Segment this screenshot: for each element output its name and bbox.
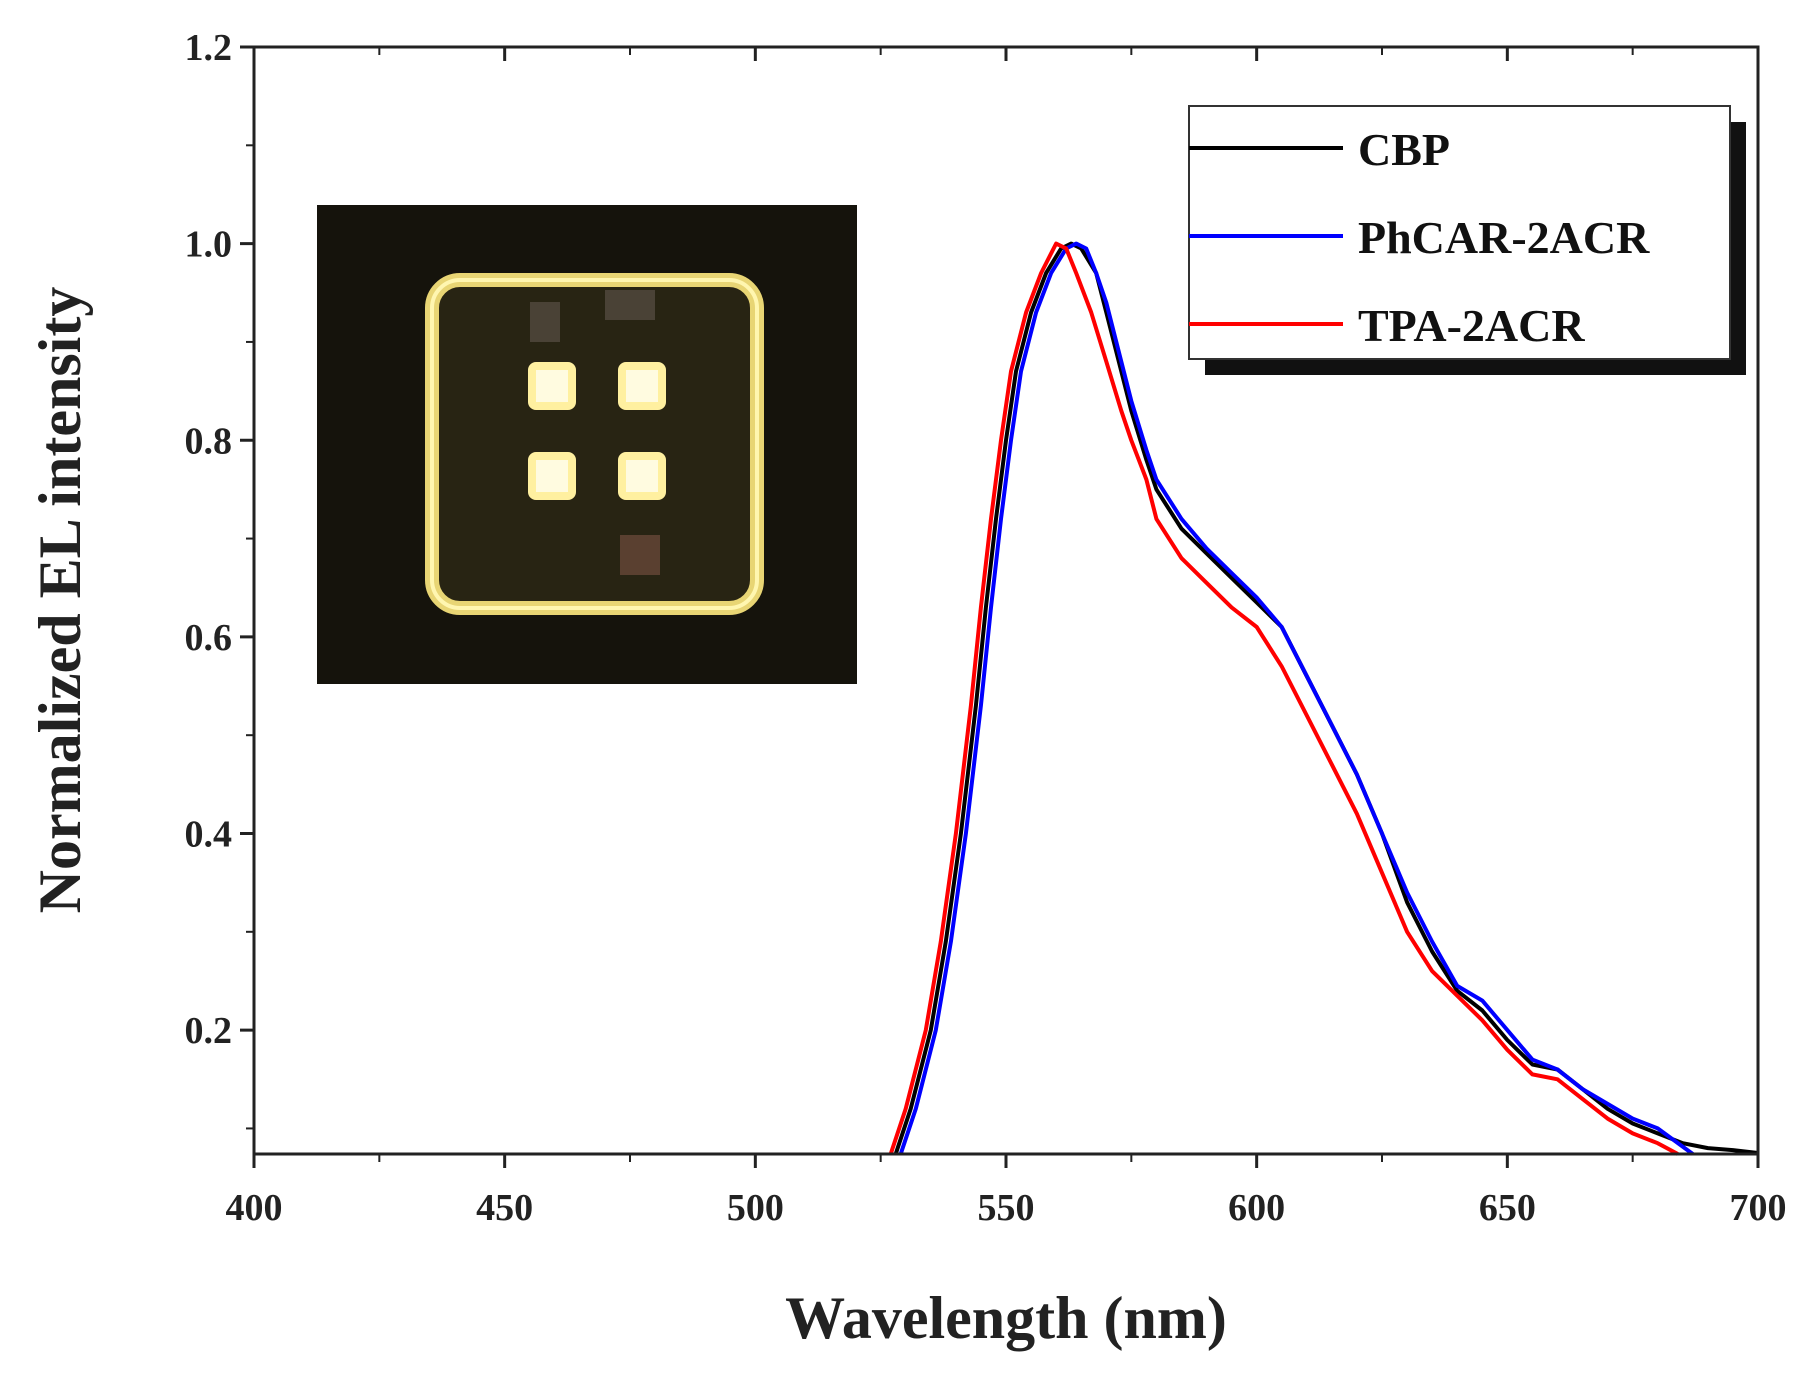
x-axis-title: Wavelength (nm) — [785, 1285, 1227, 1351]
x-tick-label: 400 — [226, 1187, 283, 1229]
x-tick-label: 500 — [727, 1187, 784, 1229]
x-tick-label: 650 — [1479, 1187, 1536, 1229]
y-tick-label: 0.6 — [185, 617, 233, 659]
series-line-cbp — [893, 241, 1759, 1155]
legend: CBP PhCAR-2ACR TPA-2ACR — [1188, 105, 1746, 375]
y-tick-label: 1.2 — [185, 27, 233, 69]
y-tick-label: 1.0 — [185, 224, 233, 266]
x-tick-label: 700 — [1730, 1187, 1787, 1229]
legend-label: CBP — [1358, 124, 1450, 175]
x-tick-label: 600 — [1228, 1187, 1285, 1229]
x-tick-label: 450 — [476, 1187, 533, 1229]
legend-label: TPA-2ACR — [1358, 300, 1585, 351]
y-tick-label: 0.8 — [185, 420, 233, 462]
y-tick-label: 0.2 — [185, 1010, 233, 1052]
series-line-tpa-2acr — [888, 241, 1679, 1156]
y-tick-label: 0.4 — [185, 814, 233, 856]
inset-photo — [317, 205, 857, 684]
legend-label: PhCAR-2ACR — [1358, 212, 1650, 263]
x-tick-label: 550 — [978, 1187, 1035, 1229]
series-line-phcar-2acr — [898, 241, 1694, 1156]
y-axis-title: Normalized EL intensity — [27, 287, 93, 914]
